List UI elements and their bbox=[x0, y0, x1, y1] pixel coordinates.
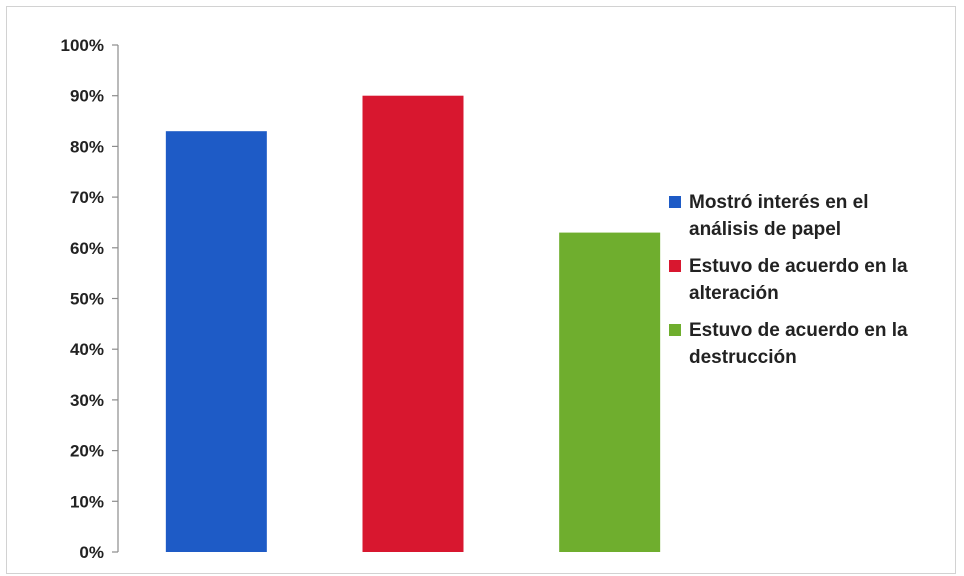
y-tick-label: 40% bbox=[70, 340, 104, 359]
legend-swatch bbox=[669, 196, 681, 208]
y-tick-label: 10% bbox=[70, 492, 104, 511]
legend-item-1: Mostró interés en el análisis de papel bbox=[669, 192, 869, 240]
y-tick-label: 30% bbox=[70, 391, 104, 410]
y-tick-label: 0% bbox=[79, 543, 104, 562]
bar-1 bbox=[165, 131, 267, 552]
y-tick-label: 70% bbox=[70, 188, 104, 207]
legend-label-line: Mostró interés en el bbox=[689, 192, 869, 213]
legend-item-2: Estuvo de acuerdo en la alteración bbox=[669, 256, 908, 304]
y-tick-label: 20% bbox=[70, 442, 104, 461]
y-tick-label: 60% bbox=[70, 239, 104, 258]
legend-label-line: análisis de papel bbox=[689, 219, 841, 240]
bars bbox=[165, 95, 661, 552]
y-tick-label: 90% bbox=[70, 87, 104, 106]
y-tick-label: 100% bbox=[61, 36, 104, 55]
bar-2 bbox=[362, 95, 464, 552]
legend-label-line: destrucción bbox=[689, 347, 797, 368]
y-axis: 0% 10% 20% 30% 40% 50% 60% 70% 80% 90% 100% bbox=[61, 36, 119, 562]
legend-swatch bbox=[669, 324, 681, 336]
y-tick-label: 50% bbox=[70, 290, 104, 309]
chart-frame bbox=[6, 6, 956, 574]
y-tick-label: 80% bbox=[70, 137, 104, 156]
legend-swatch bbox=[669, 260, 681, 272]
bar-3 bbox=[559, 232, 661, 552]
legend-item-3: Estuvo de acuerdo en la destrucción bbox=[669, 320, 908, 368]
legend-label-line: Estuvo de acuerdo en la bbox=[689, 256, 908, 277]
legend: Mostró interés en el análisis de papel Est… bbox=[669, 192, 908, 368]
legend-label-line: Estuvo de acuerdo en la bbox=[689, 320, 908, 341]
legend-label-line: alteración bbox=[689, 283, 779, 304]
